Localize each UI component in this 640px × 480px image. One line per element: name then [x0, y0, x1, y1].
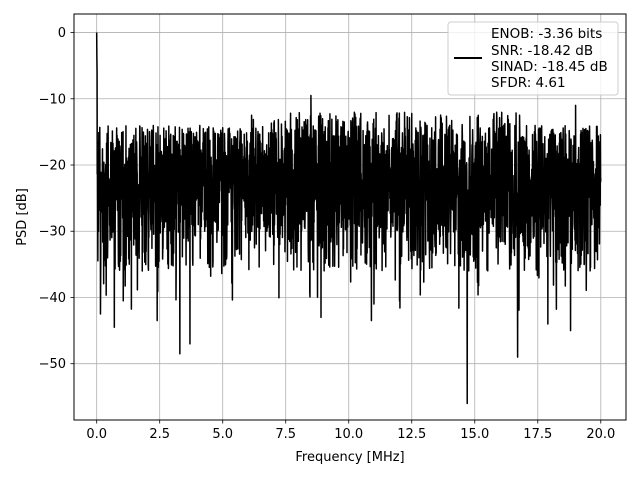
- y-tick-label: −50: [39, 357, 66, 372]
- x-tick-label: 12.5: [397, 427, 426, 442]
- y-tick-label: −40: [39, 291, 66, 306]
- plot-area: [95, 32, 602, 405]
- psd-series-line: [95, 32, 602, 405]
- legend-text-enob: ENOB: -3.36 bits: [491, 26, 602, 42]
- axes-frame: [73, 13, 627, 421]
- x-axis-label: Frequency [MHz]: [295, 450, 404, 465]
- x-tick-label: 20.0: [586, 427, 615, 442]
- y-tick-label: −30: [39, 225, 66, 240]
- y-tick-label: 0: [58, 26, 66, 41]
- x-tick-label: 0.0: [86, 427, 107, 442]
- x-tick-label: 2.5: [149, 427, 170, 442]
- x-tick-label: 15.0: [460, 427, 489, 442]
- legend: ENOB: -3.36 bits SNR: -18.42 dB SINAD: -…: [447, 21, 619, 96]
- x-tick-label: 17.5: [523, 427, 552, 442]
- x-tick-label: 10.0: [334, 427, 363, 442]
- legend-text-sinad: SINAD: -18.45 dB: [491, 59, 608, 75]
- ticks: 0.0 2.5 5.0 7.5 10.0 12.5 15.0 17.5 20.0 0 −10 −20 −…: [39, 26, 616, 442]
- y-axis-label: PSD [dB]: [15, 188, 30, 246]
- x-tick-label: 5.0: [212, 427, 233, 442]
- y-tick-label: −10: [39, 92, 66, 107]
- y-tick-label: −20: [39, 159, 66, 174]
- legend-text-snr: SNR: -18.42 dB: [491, 43, 593, 59]
- legend-box: [447, 21, 619, 96]
- legend-text-sfdr: SFDR: 4.61: [491, 75, 566, 91]
- x-tick-label: 7.5: [275, 427, 296, 442]
